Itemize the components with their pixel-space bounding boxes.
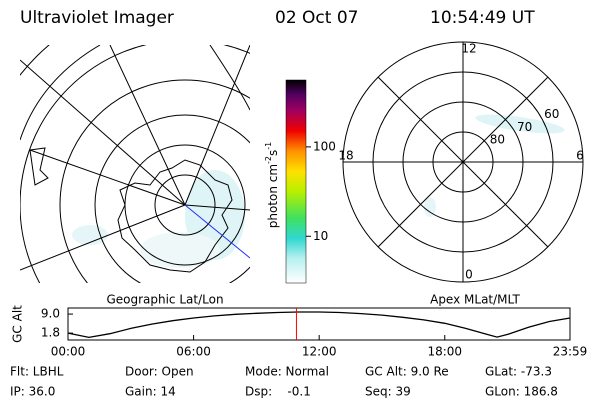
mlat-label: 70 <box>517 120 532 134</box>
info-item: Gain: 14 <box>125 385 176 399</box>
geo-map <box>20 45 250 283</box>
mlat-ring <box>372 71 554 253</box>
mlt-label: 6 <box>576 149 584 163</box>
info-item: Flt: LBHL <box>10 365 64 379</box>
title: Ultraviolet Imager <box>20 8 174 28</box>
emission <box>424 197 436 217</box>
grid <box>20 45 250 283</box>
x-tick-label: 23:59 <box>553 345 588 359</box>
x-tick-label: 12:00 <box>302 345 337 359</box>
y-tick-label: 9.0 <box>41 307 60 321</box>
mlat-label: 80 <box>490 132 505 146</box>
mlt-label: 12 <box>461 42 476 56</box>
unit-exp: -2 <box>264 156 273 164</box>
x-tick-label: 00:00 <box>51 345 86 359</box>
radial-lines <box>343 42 583 282</box>
mag-plot <box>342 41 584 283</box>
mlat-label: 60 <box>544 107 559 121</box>
info-item: GC Alt: 9.0 Re <box>365 365 449 379</box>
mlt-label: 18 <box>338 149 353 163</box>
info-item: GLon: 186.8 <box>485 385 558 399</box>
mlat-ring <box>402 101 524 223</box>
colorbar-unit: photon cm-2s-1 <box>264 142 280 229</box>
colorbar-tick-label: 100 <box>313 139 336 153</box>
x-tick-label: 18:00 <box>427 345 462 359</box>
info-item: Seq: 39 <box>365 385 411 399</box>
unit-base: photon cm <box>266 164 280 228</box>
info-item: Mode: Normal <box>245 365 329 379</box>
unit-base: s <box>266 150 280 156</box>
time: 10:54:49 UT <box>430 8 535 28</box>
emission <box>140 232 220 268</box>
coastline <box>117 159 233 273</box>
mlt-label: 0 <box>465 268 473 282</box>
unit-exp: -1 <box>264 142 273 150</box>
colorbar <box>285 79 307 284</box>
orbit-line <box>67 311 571 339</box>
emission <box>475 114 565 134</box>
orbit-ylabel: GC Alt <box>11 305 25 343</box>
x-tick-label: 06:00 <box>176 345 211 359</box>
terminator <box>184 204 250 259</box>
y-tick-label: 1.8 <box>41 326 60 340</box>
coastline <box>29 147 49 186</box>
info-item: GLat: -73.3 <box>485 365 552 379</box>
info-item: Door: Open <box>125 365 194 379</box>
info-item: IP: 36.0 <box>10 385 55 399</box>
mag-label: Apex MLat/MLT <box>430 293 520 307</box>
info-item: Dsp: -0.1 <box>245 385 311 399</box>
mlat-ring <box>432 131 494 193</box>
date: 02 Oct 07 <box>275 8 358 28</box>
geo-label: Geographic Lat/Lon <box>106 293 223 307</box>
colorbar-tick-label: 10 <box>313 229 328 243</box>
